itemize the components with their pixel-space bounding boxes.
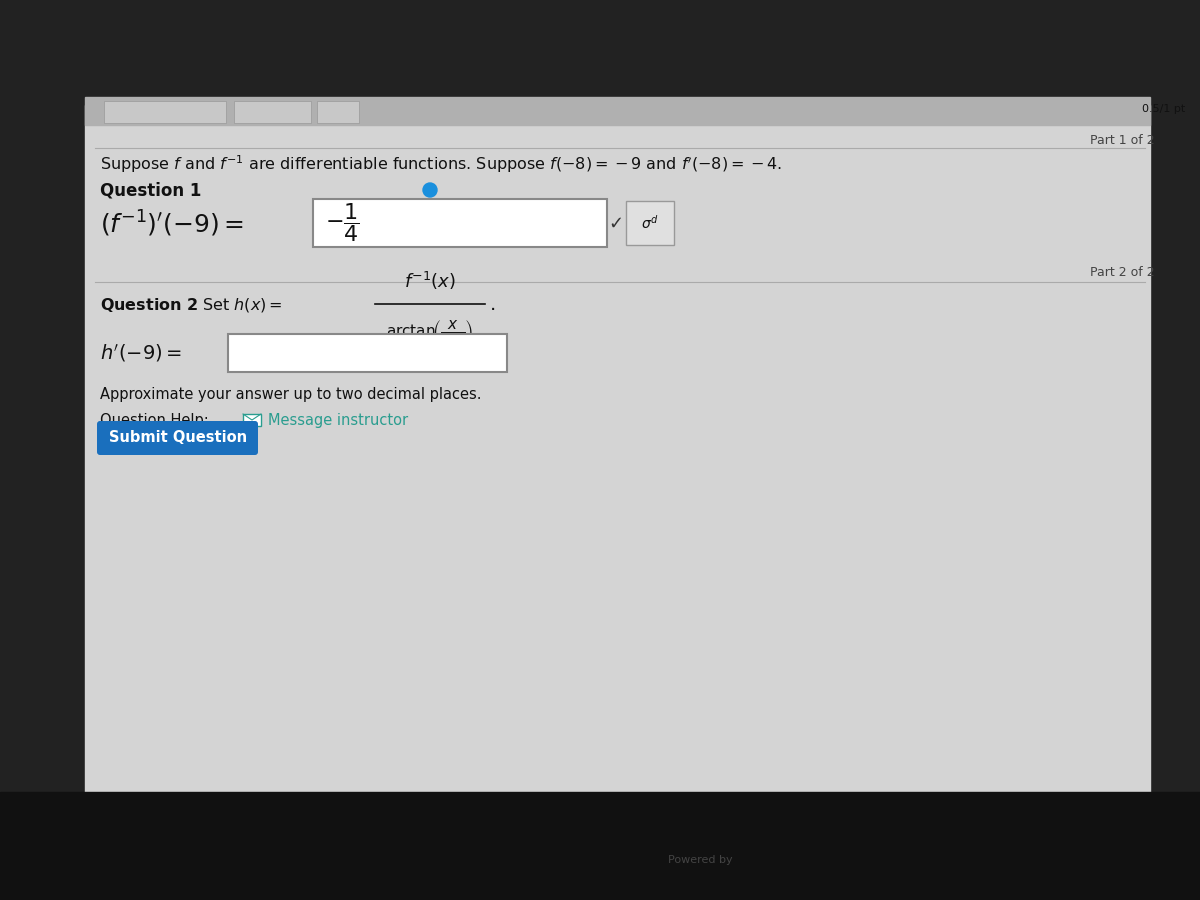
Text: $\mathrm{arctan}\!\left(\dfrac{x}{-9}\right)$: $\mathrm{arctan}\!\left(\dfrac{x}{-9}\ri…	[386, 318, 474, 348]
Bar	[85, 105, 1150, 795]
Text: Question Help:: Question Help:	[100, 412, 209, 427]
Text: Message instructor: Message instructor	[268, 412, 408, 427]
FancyBboxPatch shape	[234, 101, 311, 123]
FancyBboxPatch shape	[317, 101, 359, 123]
Text: Part 2 of 2: Part 2 of 2	[1091, 266, 1154, 280]
FancyBboxPatch shape	[313, 199, 607, 247]
Text: $f^{-1}(x)$: $f^{-1}(x)$	[404, 270, 456, 292]
Bar	[242, 414, 262, 426]
FancyBboxPatch shape	[626, 201, 674, 245]
Text: $\sigma^d$: $\sigma^d$	[641, 214, 659, 232]
Text: Question 1: Question 1	[100, 181, 202, 199]
Text: Approximate your answer up to two decimal places.: Approximate your answer up to two decima…	[100, 386, 481, 401]
Text: $\checkmark$: $\checkmark$	[608, 214, 622, 232]
Text: Powered by: Powered by	[667, 855, 732, 865]
Bar	[0, 792, 1200, 900]
Text: $(f^{-1})'(-9) =$: $(f^{-1})'(-9) =$	[100, 209, 244, 239]
Text: $\mathbf{Question\ 2}$ Set $h(x) =$: $\mathbf{Question\ 2}$ Set $h(x) =$	[100, 296, 283, 314]
FancyBboxPatch shape	[97, 421, 258, 455]
Text: $h'(-9) =$: $h'(-9) =$	[100, 342, 182, 364]
Circle shape	[424, 183, 437, 197]
Text: Submit Question: Submit Question	[109, 430, 247, 446]
Text: $-\dfrac{1}{4}$: $-\dfrac{1}{4}$	[325, 202, 360, 245]
FancyBboxPatch shape	[104, 101, 226, 123]
Text: Suppose $f$ and $f^{-1}$ are differentiable functions. Suppose $f(-8) = -9$ and : Suppose $f$ and $f^{-1}$ are differentia…	[100, 153, 782, 175]
Bar	[85, 97, 1150, 125]
Text: .: .	[490, 295, 497, 314]
FancyBboxPatch shape	[228, 334, 508, 372]
Text: 0.5/1 pt: 0.5/1 pt	[1141, 104, 1186, 114]
Text: Part 1 of 2: Part 1 of 2	[1091, 133, 1154, 147]
